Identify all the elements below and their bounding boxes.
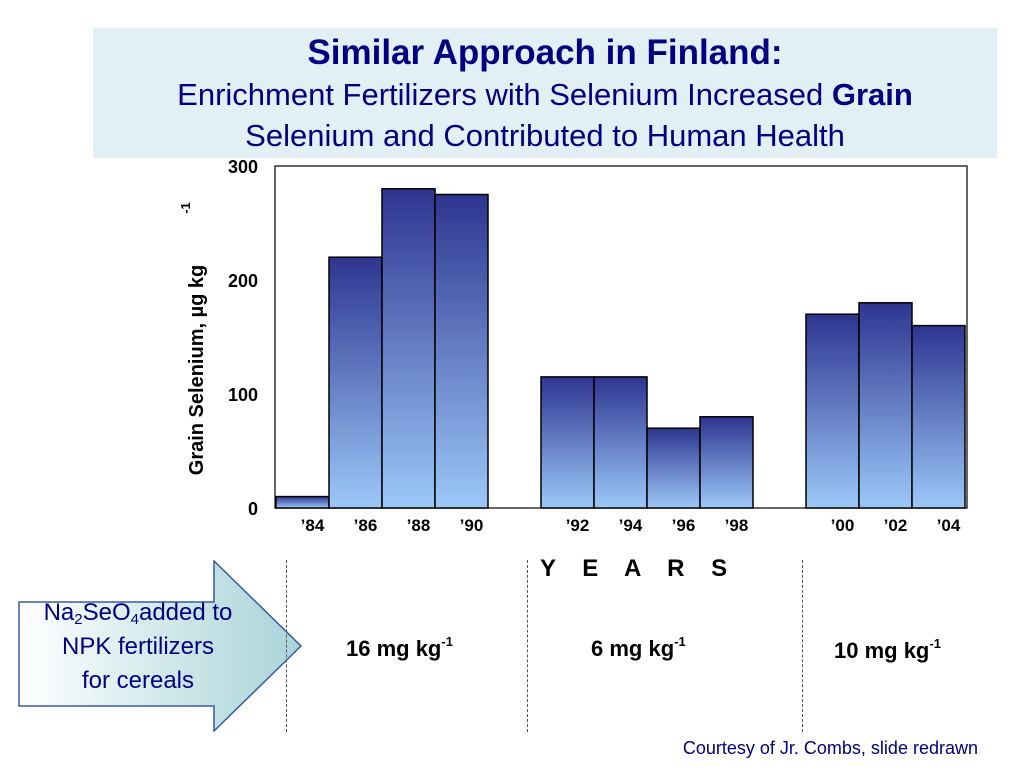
x-tick-label: ’04	[937, 516, 961, 535]
arrow-line1: Na2SeO4added to	[43, 599, 233, 628]
bar-2	[381, 188, 436, 509]
bar-7	[699, 416, 754, 509]
period-divider-1	[286, 560, 287, 732]
slide-title: Similar Approach in Finland:	[307, 33, 783, 72]
arrow-line3: for cereals	[81, 667, 195, 694]
x-axis-label: Y E A R S	[540, 555, 738, 582]
rate-period-1: 16 mg kg-1	[346, 634, 453, 661]
y-axis-label-exponent: -1	[178, 202, 193, 214]
x-tick-label: ’94	[619, 516, 643, 535]
x-tick-label: ’86	[354, 516, 378, 535]
bar-8	[805, 313, 860, 509]
y-axis-label: Grain Selenium, µg kg	[186, 265, 208, 475]
bar-0	[275, 495, 330, 509]
arrow-shape	[18, 559, 303, 733]
arrow-text: Na2SeO4added to NPK fertilizers for cere…	[18, 596, 258, 698]
bar-5	[593, 376, 648, 509]
rate-period-3: 10 mg kg-1	[834, 636, 941, 663]
slide-subtitle-line3: Selenium and Contributed to Human Health	[245, 118, 845, 153]
x-tick-label: ’92	[566, 516, 590, 535]
title-box: Similar Approach in Finland: Enrichment …	[93, 28, 997, 158]
x-tick-label: ’88	[407, 516, 431, 535]
slide-subtitle: Enrichment Fertilizers with Selenium Inc…	[93, 74, 997, 115]
x-tick-label: ’00	[831, 516, 855, 535]
period-divider-3	[802, 560, 803, 732]
y-tick-label: 100	[228, 385, 258, 405]
fertilizer-arrow: Na2SeO4added to NPK fertilizers for cere…	[18, 559, 303, 733]
x-tick-label: ’90	[460, 516, 484, 535]
y-tick-label: 300	[228, 157, 258, 177]
arrow-line2: NPK fertilizers	[61, 633, 215, 660]
y-axis-label-text: Grain Selenium, µg kg	[186, 265, 208, 475]
bar-10	[911, 324, 966, 509]
bar-6	[646, 427, 701, 509]
rate-period-2: 6 mg kg-1	[591, 634, 686, 661]
subtitle-bold-word: Grain	[831, 77, 913, 112]
credit-text: Courtesy of Jr. Combs, slide redrawn	[682, 738, 978, 758]
x-tick-label: ’84	[301, 516, 325, 535]
bar-4	[540, 376, 595, 509]
x-tick-label: ’98	[725, 516, 749, 535]
x-tick-label: ’96	[672, 516, 696, 535]
subtitle-text-1: Enrichment Fertilizers with Selenium Inc…	[177, 77, 832, 112]
period-divider-2	[527, 560, 528, 732]
y-tick-label: 0	[248, 499, 258, 519]
bar-9	[858, 302, 913, 509]
y-tick-label: 200	[228, 271, 258, 291]
bar-3	[434, 193, 489, 509]
bar-1	[328, 256, 383, 509]
x-tick-label: ’02	[884, 516, 908, 535]
